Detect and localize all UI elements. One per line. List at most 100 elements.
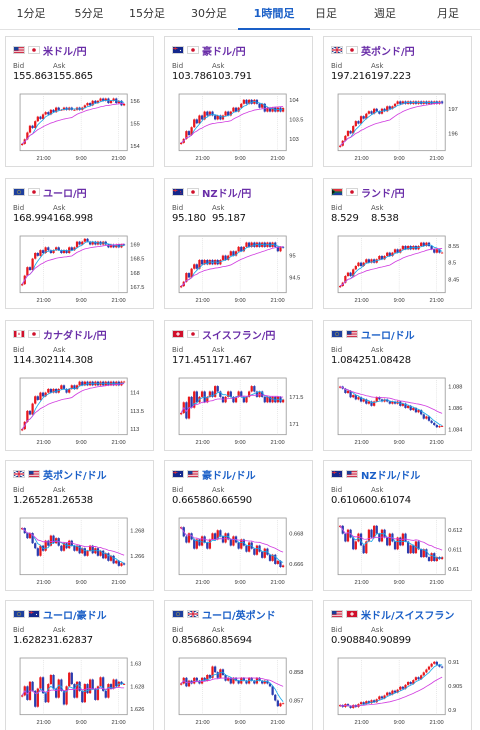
pair-name[interactable]: 米ドル/円 — [43, 46, 87, 58]
pair-link[interactable]: 英ポンド/ドル — [13, 467, 107, 482]
x-tick-label: 21:00 — [271, 298, 285, 304]
candlestick-chart[interactable]: 21:00 9:00 21:00 1.088 1.086 1.084 — [336, 375, 472, 449]
candle-body — [34, 121, 37, 128]
ask-label: Ask — [212, 62, 225, 70]
candlestick-chart[interactable]: 21:00 9:00 21:00 0.858 0.857 — [177, 655, 313, 729]
candlestick-chart[interactable]: 21:00 9:00 21:00 95 94.5 — [177, 233, 313, 307]
pair-link[interactable]: 英ポンド/円 — [331, 43, 415, 58]
pair-link[interactable]: ユーロ/英ポンド — [172, 607, 276, 622]
tab-0[interactable]: 1分足 — [16, 7, 46, 20]
candle-body — [60, 679, 63, 691]
rate-card[interactable]: ランド/円 Bid Ask 8.529 8.538 21:00 9:00 21:00 8.55 8… — [323, 178, 472, 309]
candlestick-chart[interactable]: 21:00 9:00 21:00 114 113.5 113 — [18, 375, 154, 449]
pair-link[interactable]: ユーロ/円 — [13, 185, 87, 200]
candle-body — [88, 103, 92, 106]
candlestick-chart[interactable]: 21:00 9:00 21:00 171.5 171 — [177, 375, 313, 449]
tab-3[interactable]: 30分足 — [191, 7, 227, 20]
pair-name[interactable]: スイスフラン/円 — [202, 330, 276, 342]
rate-card[interactable]: スイスフラン/円 Bid Ask 171.451 171.467 21:00 9:00 21:… — [164, 320, 313, 451]
rate-card[interactable]: 米ドル/円 Bid Ask 155.863 155.865 21:00 9:00 21:00 1… — [5, 36, 154, 167]
candle-body — [65, 388, 68, 393]
pair-name[interactable]: 米ドル/スイスフラン — [361, 610, 455, 622]
tab-4[interactable]: 1時間足 — [238, 0, 310, 30]
rate-card[interactable]: ユーロ/英ポンド Bid Ask 0.85686 0.85694 21:00 9:00 21:… — [164, 600, 313, 730]
rate-card[interactable]: 英ポンド/円 Bid Ask 197.216 197.223 21:00 9:00 21:00… — [323, 36, 472, 167]
rate-card[interactable]: ユーロ/豪ドル Bid Ask 1.62823 1.62837 21:00 9:00 21:0… — [5, 600, 154, 730]
rate-card[interactable]: 豪ドル/円 Bid Ask 103.786 103.791 21:00 9:00 21:00 1… — [164, 36, 313, 167]
pair-name[interactable]: 英ポンド/円 — [361, 46, 415, 58]
pair-link[interactable]: 豪ドル/円 — [172, 43, 246, 58]
candle-body — [404, 246, 407, 250]
pair-link[interactable]: ランド/円 — [331, 185, 405, 200]
rate-card[interactable]: カナダドル/円 Bid Ask 114.302 114.308 21:00 9:00 21:0… — [5, 320, 154, 451]
candle-body — [234, 677, 238, 681]
rate-card[interactable]: ユーロ/ドル Bid Ask 1.08425 1.08428 21:00 9:00 21:00… — [323, 320, 472, 451]
candle-body — [70, 385, 73, 389]
pair-name[interactable]: 豪ドル/円 — [202, 46, 246, 58]
candle-body — [427, 416, 431, 421]
ma-fast-line — [21, 382, 125, 430]
pair-link[interactable]: NZドル/円 — [172, 185, 252, 200]
tab-6[interactable]: 週足 — [374, 7, 396, 20]
pair-link[interactable]: ユーロ/ドル — [331, 327, 415, 342]
candlestick-chart[interactable]: 21:00 9:00 21:00 104 103.5 103 — [177, 91, 313, 165]
candlestick-chart[interactable]: 21:00 9:00 21:00 156 155 154 — [18, 91, 154, 165]
rate-card[interactable]: ユーロ/円 Bid Ask 168.994 168.998 21:00 9:00 21:00 1… — [5, 178, 154, 309]
candlestick-chart[interactable]: 21:00 9:00 21:00 0.91 0.905 0.9 — [336, 655, 472, 729]
pair-name[interactable]: ユーロ/ドル — [361, 330, 415, 342]
rate-card[interactable]: 米ドル/スイスフラン Bid Ask 0.90884 0.90899 21:00 9:00 2… — [323, 600, 472, 730]
rate-card[interactable]: 英ポンド/ドル Bid Ask 1.26528 1.26538 21:00 9:00 21:0… — [5, 460, 154, 591]
ma-fast-line — [180, 243, 284, 287]
candle-body — [242, 246, 246, 252]
candle-body — [359, 702, 363, 705]
candle-body — [187, 273, 191, 278]
candle-body — [60, 385, 63, 389]
candlestick-chart[interactable]: 21:00 9:00 21:00 0.612 0.611 0.61 — [336, 515, 472, 589]
pair-name[interactable]: カナダドル/円 — [43, 330, 107, 342]
rate-card[interactable]: NZドル/ドル Bid Ask 0.61060 0.61074 21:00 9:00 21:0… — [323, 460, 472, 591]
candle-body — [75, 545, 79, 551]
ask-label: Ask — [371, 486, 384, 494]
candle-body — [229, 677, 232, 684]
candle-body — [28, 533, 32, 539]
candle-body — [195, 677, 198, 681]
pair-name[interactable]: 英ポンド/ドル — [43, 470, 107, 482]
candle-body — [349, 130, 352, 134]
rate-card[interactable]: 豪ドル/ドル Bid Ask 0.66586 0.66590 21:00 9:00 21:00… — [164, 460, 313, 591]
pair-link[interactable]: 米ドル/円 — [13, 43, 87, 58]
tab-7[interactable]: 月足 — [437, 7, 459, 20]
tab-2[interactable]: 15分足 — [129, 7, 165, 20]
candle-body — [221, 396, 225, 403]
pair-name[interactable]: ユーロ/豪ドル — [43, 610, 107, 622]
pair-name[interactable]: ユーロ/円 — [43, 188, 87, 200]
candlestick-chart[interactable]: 21:00 9:00 21:00 0.668 0.666 — [177, 515, 313, 589]
tab-1[interactable]: 5分足 — [74, 7, 104, 20]
candle-body — [435, 425, 438, 428]
flag-eu-icon — [172, 610, 184, 618]
candle-body — [102, 550, 105, 559]
flag-jp-icon — [28, 188, 40, 196]
candle-body — [107, 244, 110, 248]
pair-name[interactable]: ユーロ/英ポンド — [202, 610, 276, 622]
candlestick-chart[interactable]: 21:00 9:00 21:00 8.55 8.5 8.45 — [336, 233, 472, 307]
candlestick-chart[interactable]: 21:00 9:00 21:00 197 196 — [336, 91, 472, 165]
candle-body — [279, 246, 282, 252]
pair-link[interactable]: 豪ドル/ドル — [172, 467, 256, 482]
pair-link[interactable]: スイスフラン/円 — [172, 327, 276, 342]
candlestick-chart[interactable]: 21:00 9:00 21:00 1.268 1.266 — [18, 515, 154, 589]
pair-link[interactable]: カナダドル/円 — [13, 327, 107, 342]
rate-card[interactable]: NZドル/円 Bid Ask 95.180 95.187 21:00 9:00 21:00 95… — [164, 178, 313, 309]
tab-5[interactable]: 日足 — [315, 7, 337, 20]
candle-body — [49, 675, 53, 685]
y-tick-label: 0.905 — [448, 684, 462, 690]
pair-name[interactable]: 豪ドル/ドル — [202, 470, 256, 482]
pair-name[interactable]: ランド/円 — [361, 188, 405, 200]
pair-link[interactable]: 米ドル/スイスフラン — [331, 607, 455, 622]
candlestick-chart[interactable]: 21:00 9:00 21:00 1.63 1.628 1.626 — [18, 655, 154, 729]
pair-link[interactable]: NZドル/ドル — [331, 467, 421, 482]
pair-name[interactable]: NZドル/円 — [202, 188, 252, 200]
pair-link[interactable]: ユーロ/豪ドル — [13, 607, 107, 622]
pair-name[interactable]: NZドル/ドル — [361, 470, 421, 482]
candlestick-chart[interactable]: 21:00 9:00 21:00 169 168.5 168 167.5 — [18, 233, 154, 307]
candle-body — [86, 550, 89, 556]
